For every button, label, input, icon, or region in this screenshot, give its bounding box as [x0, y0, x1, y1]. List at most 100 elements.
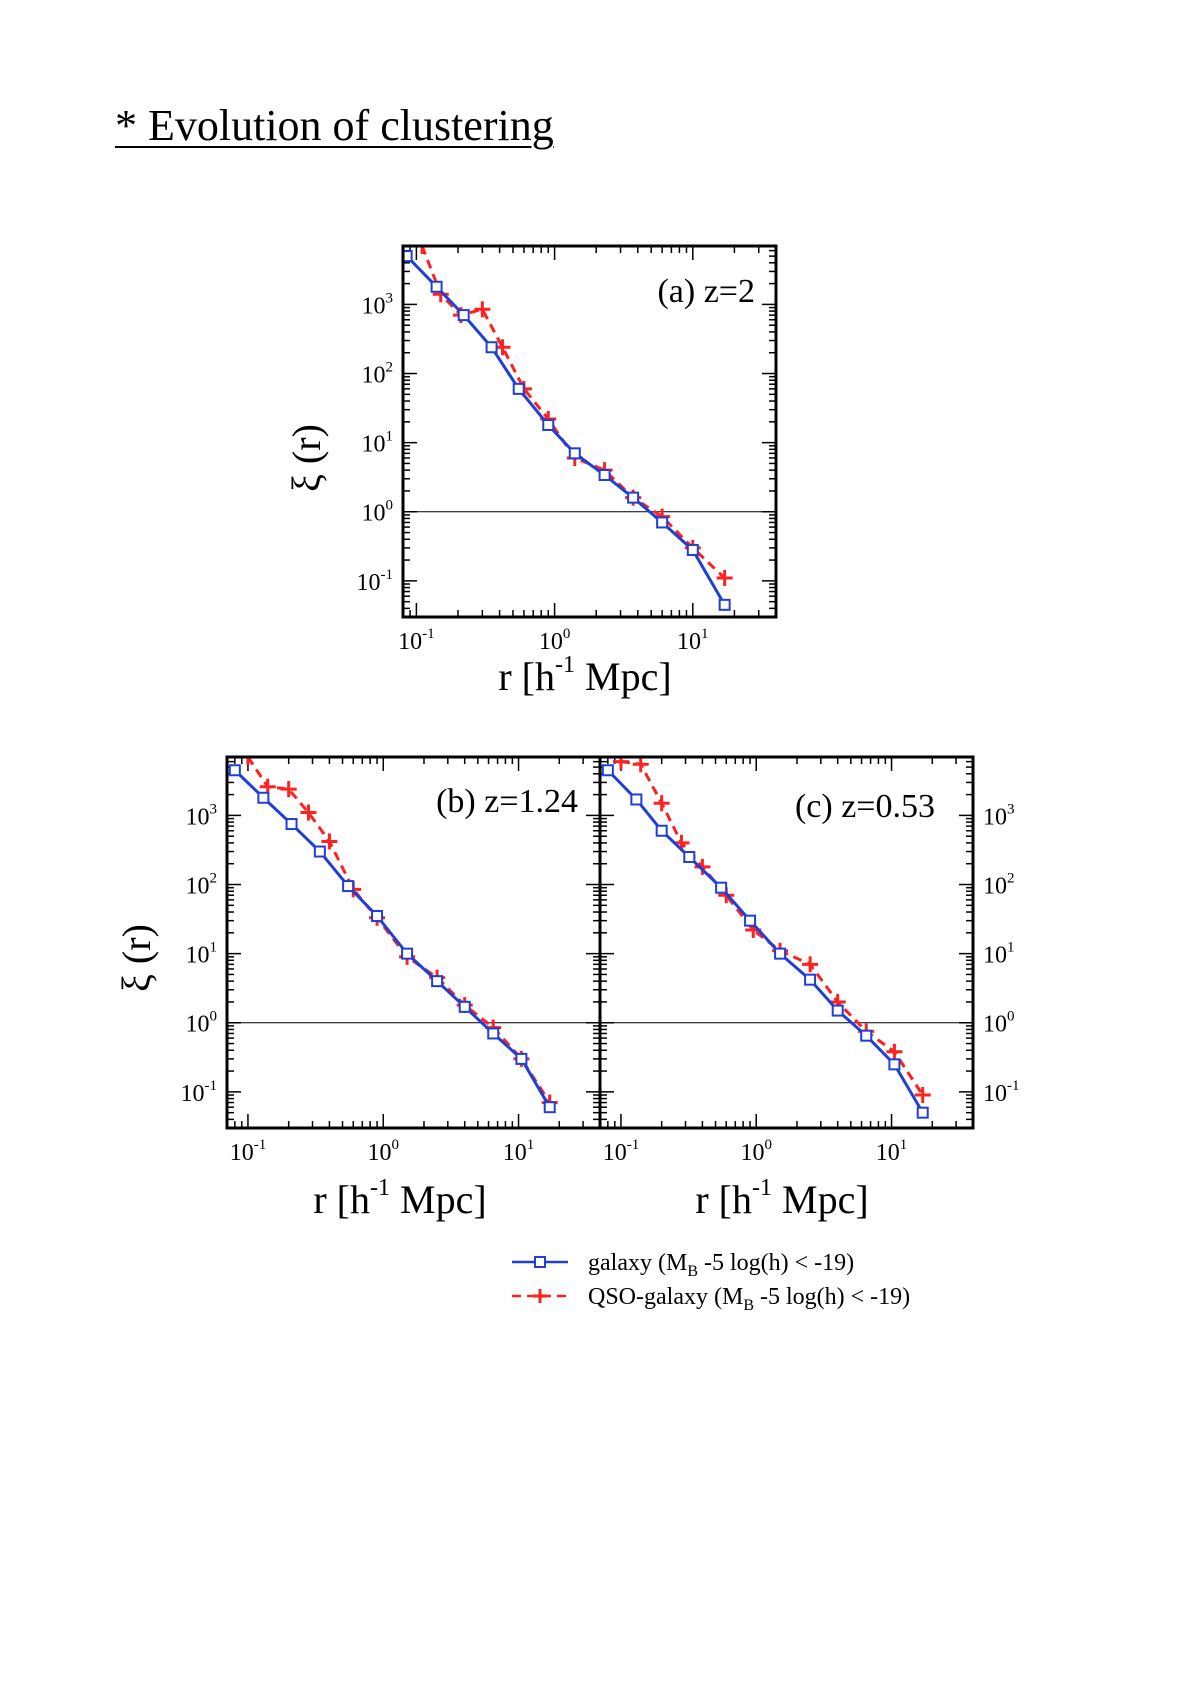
data-point-qso-galaxy — [914, 1087, 931, 1104]
data-point-galaxy — [485, 341, 498, 354]
data-point-galaxy — [487, 1027, 500, 1040]
data-point-galaxy — [542, 418, 555, 431]
y-tick-label: 102 — [186, 871, 218, 900]
page-title: * Evolution of clustering — [115, 101, 554, 150]
data-point-qso-galaxy — [694, 858, 711, 875]
y-axis-label: ξ (r) — [284, 424, 329, 492]
data-point-qso-galaxy — [321, 833, 338, 850]
data-point-galaxy — [371, 910, 384, 923]
data-point-galaxy — [543, 1101, 556, 1114]
data-point-qso-galaxy — [653, 795, 670, 812]
panel-title: (c) z=0.53 — [795, 788, 935, 825]
data-point-galaxy — [831, 1004, 844, 1017]
legend-qso-label: QSO-galaxy (MB -5 log(h) < -19) — [588, 1284, 910, 1314]
data-point-galaxy — [655, 824, 668, 837]
series-line-galaxy — [233, 769, 552, 1108]
data-point-qso-galaxy — [474, 301, 491, 318]
chart-panel-b: 10-1 100 101 10-1 100 101 102 103 (b) z=1.24 r [h… — [114, 755, 602, 1222]
legend-qso-marker — [533, 1289, 547, 1303]
data-point-qso-galaxy — [632, 757, 649, 773]
data-point-galaxy — [630, 793, 643, 806]
data-point-galaxy — [285, 818, 298, 831]
plot-area — [601, 757, 931, 1119]
x-tick-label: 10-1 — [398, 626, 435, 655]
y-tick-label: 103 — [362, 290, 394, 319]
legend-galaxy-marker — [534, 1256, 546, 1268]
x-axis-label: r [h-1 Mpc] — [695, 1175, 868, 1222]
data-point-galaxy — [457, 309, 470, 322]
plot-area — [403, 246, 733, 611]
plot-frame — [598, 755, 975, 1130]
data-point-galaxy — [804, 973, 817, 986]
data-point-galaxy — [313, 845, 326, 858]
x-axis-label: r [h-1 Mpc] — [313, 1175, 486, 1222]
data-point-galaxy — [342, 880, 355, 893]
y-tick-label: 101 — [362, 429, 394, 458]
data-point-galaxy — [403, 250, 413, 263]
data-point-qso-galaxy — [280, 781, 297, 798]
data-point-galaxy — [718, 598, 731, 611]
x-tick-label: 10-1 — [230, 1137, 267, 1166]
data-point-galaxy — [774, 947, 787, 960]
x-tick-label: 100 — [539, 626, 571, 655]
y-tick-label: 101 — [983, 940, 1015, 969]
data-point-galaxy — [601, 764, 614, 777]
chart-panel-a: 10-1 100 101 10-1 100 101 102 103 (a) z=2 r [h-1 … — [284, 244, 778, 699]
y-tick-label: 101 — [186, 940, 218, 969]
legend-galaxy-label: galaxy (MB -5 log(h) < -19) — [588, 1250, 854, 1280]
data-point-galaxy — [686, 543, 699, 556]
data-point-galaxy — [515, 1052, 528, 1065]
data-point-galaxy — [458, 1000, 471, 1013]
chart-panels: 10-1 100 101 10-1 100 101 102 103 (a) z=2 r [h-1 … — [114, 244, 1020, 1222]
y-tick-label: 102 — [362, 360, 394, 389]
x-tick-label: 101 — [876, 1137, 908, 1166]
data-point-galaxy — [656, 516, 669, 529]
y-tick-label: 10-1 — [357, 567, 394, 596]
data-point-galaxy — [683, 851, 696, 864]
plot-frame — [401, 244, 778, 619]
data-point-galaxy — [512, 382, 525, 395]
y-tick-label: 103 — [186, 801, 218, 830]
data-point-qso-galaxy — [716, 570, 733, 587]
data-point-qso-galaxy — [239, 757, 256, 765]
x-tick-label: 100 — [368, 1137, 400, 1166]
y-tick-label: 103 — [983, 801, 1015, 830]
data-point-galaxy — [257, 791, 270, 804]
data-point-galaxy — [598, 469, 611, 482]
y-tick-label: 100 — [362, 498, 394, 527]
data-point-galaxy — [744, 914, 757, 927]
x-tick-label: 10-1 — [603, 1137, 640, 1166]
data-point-galaxy — [916, 1106, 929, 1119]
panel-title: (a) z=2 — [657, 273, 755, 310]
data-point-galaxy — [430, 280, 443, 293]
chart-panel-c: 10-1 100 101 10-1 100 101 102 103 (c) z=0.53 r [h… — [598, 755, 1020, 1222]
y-tick-label: 102 — [983, 871, 1015, 900]
y-axis-label: ξ (r) — [114, 924, 159, 992]
data-point-galaxy — [401, 947, 414, 960]
data-point-galaxy — [431, 975, 444, 988]
data-point-galaxy — [860, 1029, 873, 1042]
x-tick-label: 100 — [741, 1137, 773, 1166]
data-point-qso-galaxy — [414, 246, 431, 254]
legend-item-qso: QSO-galaxy (MB -5 log(h) < -19) — [512, 1284, 910, 1314]
legend-item-galaxy: galaxy (MB -5 log(h) < -19) — [512, 1250, 854, 1280]
y-tick-label: 100 — [983, 1009, 1015, 1038]
y-tick-label: 100 — [186, 1009, 218, 1038]
panel-title: (b) z=1.24 — [436, 783, 578, 820]
plot-area — [228, 757, 558, 1114]
data-point-qso-galaxy — [886, 1043, 903, 1060]
data-point-galaxy — [715, 881, 728, 894]
data-point-galaxy — [228, 764, 241, 777]
legend: galaxy (MB -5 log(h) < -19) QSO-galaxy (… — [512, 1250, 910, 1314]
x-axis-label: r [h-1 Mpc] — [498, 652, 671, 699]
data-point-qso-galaxy — [612, 757, 629, 770]
data-point-galaxy — [888, 1058, 901, 1071]
x-tick-label: 101 — [503, 1137, 535, 1166]
y-tick-label: 10-1 — [181, 1078, 218, 1107]
data-point-galaxy — [568, 447, 581, 460]
data-point-qso-galaxy — [802, 956, 819, 973]
x-tick-label: 101 — [677, 626, 709, 655]
y-tick-label: 10-1 — [983, 1078, 1020, 1107]
data-point-galaxy — [627, 491, 640, 504]
